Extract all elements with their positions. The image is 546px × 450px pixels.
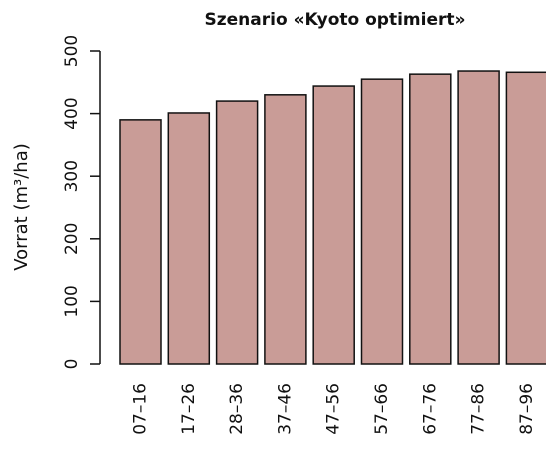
x-tick-label: 57–66 — [372, 383, 392, 435]
x-tick-label: 17–26 — [179, 383, 199, 435]
y-tick-label: 0 — [62, 359, 82, 370]
y-tick-label: 400 — [62, 97, 82, 129]
x-tick-label: 77–86 — [469, 383, 489, 435]
y-tick-label: 100 — [62, 285, 82, 317]
x-tick-label: 87–96 — [517, 383, 537, 435]
bar — [119, 119, 162, 365]
bar — [457, 70, 500, 365]
bar — [215, 100, 259, 365]
x-tick-label: 67–76 — [420, 383, 440, 435]
x-tick-label: 37–46 — [275, 383, 295, 435]
y-tick-label: 300 — [62, 160, 82, 192]
chart-title: Szenario «Kyoto optimiert» — [205, 10, 466, 30]
bar — [409, 73, 452, 365]
x-tick-label: 07–16 — [131, 383, 151, 435]
bar — [360, 78, 404, 365]
y-tick-label: 500 — [62, 35, 82, 67]
y-tick-label: 200 — [62, 223, 82, 255]
bar — [312, 85, 355, 365]
bar — [264, 94, 307, 365]
bar — [505, 71, 546, 365]
bar — [167, 112, 211, 365]
x-tick-label: 28–36 — [227, 383, 247, 435]
y-axis-label: Vorrat (m³/ha) — [11, 143, 32, 271]
x-tick-label: 47–56 — [324, 383, 344, 435]
